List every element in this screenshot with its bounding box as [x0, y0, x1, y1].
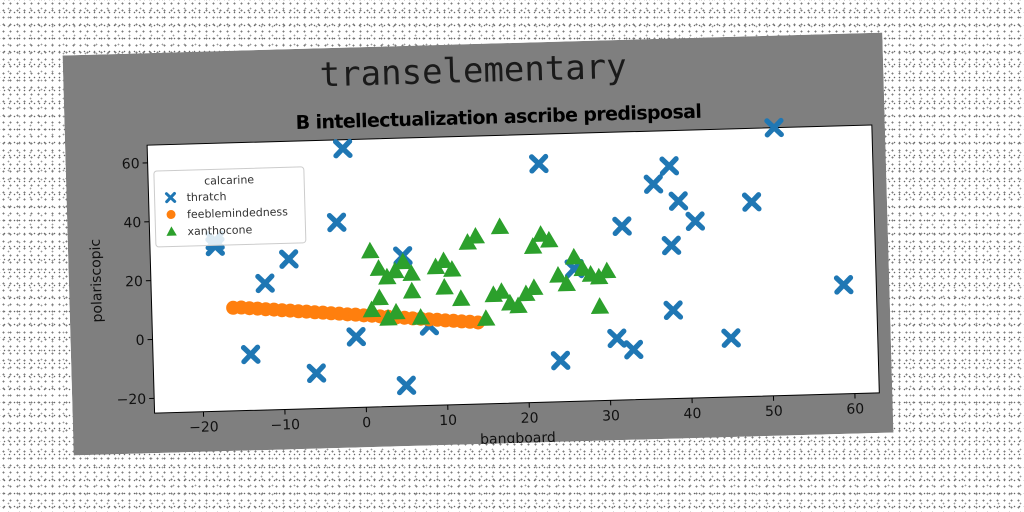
data-point-xanthocone — [597, 261, 617, 279]
data-point-thratch — [668, 191, 689, 211]
y-axis-label: polariscopic — [88, 239, 106, 323]
data-point-xanthocone — [452, 289, 471, 307]
data-point-xanthocone — [402, 281, 422, 299]
legend-box — [153, 166, 307, 248]
data-point-xanthocone — [525, 278, 544, 296]
data-marks — [205, 117, 854, 396]
data-point-xanthocone — [490, 217, 510, 235]
data-point-xanthocone — [434, 251, 454, 269]
y-tick-label: 0 — [135, 333, 144, 349]
chart-figure: transelementary B intellectualization as… — [62, 32, 894, 456]
data-point-xanthocone — [386, 261, 405, 279]
legend-title: calcarine — [204, 173, 255, 187]
x-tick-label: −10 — [270, 417, 300, 434]
y-tick-label: 20 — [125, 274, 143, 290]
data-point-thratch — [306, 363, 327, 384]
data-point-xanthocone — [411, 308, 431, 325]
data-point-thratch — [643, 174, 664, 194]
scatter-chart: transelementary B intellectualization as… — [62, 32, 894, 456]
data-point-thratch — [685, 211, 706, 232]
data-point-thratch — [528, 153, 549, 174]
y-tick-label: −20 — [116, 392, 146, 409]
data-point-thratch — [661, 235, 682, 256]
data-point-thratch — [721, 328, 741, 348]
y-tick-label: 40 — [123, 215, 141, 231]
data-point-xanthocone — [540, 230, 559, 248]
data-point-xanthocone — [492, 282, 512, 300]
data-point-thratch — [764, 117, 784, 138]
legend-marker-feeblemindedness — [166, 210, 176, 220]
x-tick-label: −20 — [189, 419, 219, 436]
data-point-xanthocone — [361, 241, 380, 259]
x-axis-label: bangboard — [480, 430, 556, 448]
data-point-xanthocone — [443, 260, 462, 277]
data-point-thratch — [550, 350, 571, 371]
data-point-thratch — [326, 212, 347, 233]
data-point-thratch — [663, 300, 684, 321]
data-point-thratch — [741, 192, 762, 212]
legend-label-feeblemindedness: feeblemindedness — [187, 205, 288, 221]
data-point-xanthocone — [466, 226, 486, 244]
data-point-xanthocone — [557, 274, 576, 292]
x-tick-label: 20 — [520, 410, 538, 426]
y-tick-label: 60 — [122, 156, 140, 172]
data-point-xanthocone — [387, 302, 406, 320]
data-point-xanthocone — [549, 265, 568, 283]
x-tick-label: 10 — [439, 413, 457, 429]
legend-label-thratch: thratch — [186, 190, 226, 204]
legend-label-xanthocone: xanthocone — [187, 223, 252, 238]
data-point-thratch — [279, 249, 299, 269]
data-point-thratch — [346, 326, 367, 347]
data-point-xanthocone — [435, 277, 454, 295]
data-point-thratch — [396, 375, 417, 396]
data-point-thratch — [659, 156, 680, 176]
data-point-thratch — [332, 138, 353, 159]
x-tick-label: 50 — [765, 404, 783, 420]
data-point-thratch — [612, 216, 632, 237]
data-point-xanthocone — [402, 264, 421, 281]
data-point-xanthocone — [565, 247, 584, 265]
x-tick-label: 60 — [846, 401, 864, 417]
data-point-xanthocone — [362, 300, 382, 318]
x-tick-label: 0 — [362, 415, 371, 431]
x-tick-label: 40 — [683, 406, 701, 422]
plot-area — [146, 124, 880, 414]
x-tick-label: 30 — [602, 408, 620, 424]
data-point-thratch — [833, 275, 854, 295]
data-point-thratch — [240, 344, 261, 365]
axis-ticks: −20 −10 0 10 20 30 40 50 60 −20 0 20 40 60 — [116, 156, 864, 436]
data-point-thratch — [255, 273, 275, 294]
legend-marker-thratch — [164, 191, 177, 204]
data-point-xanthocone — [394, 252, 413, 270]
data-point-xanthocone — [523, 237, 543, 254]
data-point-xanthocone — [590, 297, 610, 314]
data-point-thratch — [623, 339, 644, 360]
data-point-xanthocone — [477, 309, 496, 327]
figure-suptitle: transelementary — [319, 47, 627, 96]
data-point-xanthocone — [509, 296, 528, 314]
data-point-xanthocone — [369, 259, 389, 276]
data-point-xanthocone — [370, 288, 389, 306]
legend-marker-xanthocone — [166, 226, 177, 236]
data-point-thratch — [607, 328, 627, 349]
